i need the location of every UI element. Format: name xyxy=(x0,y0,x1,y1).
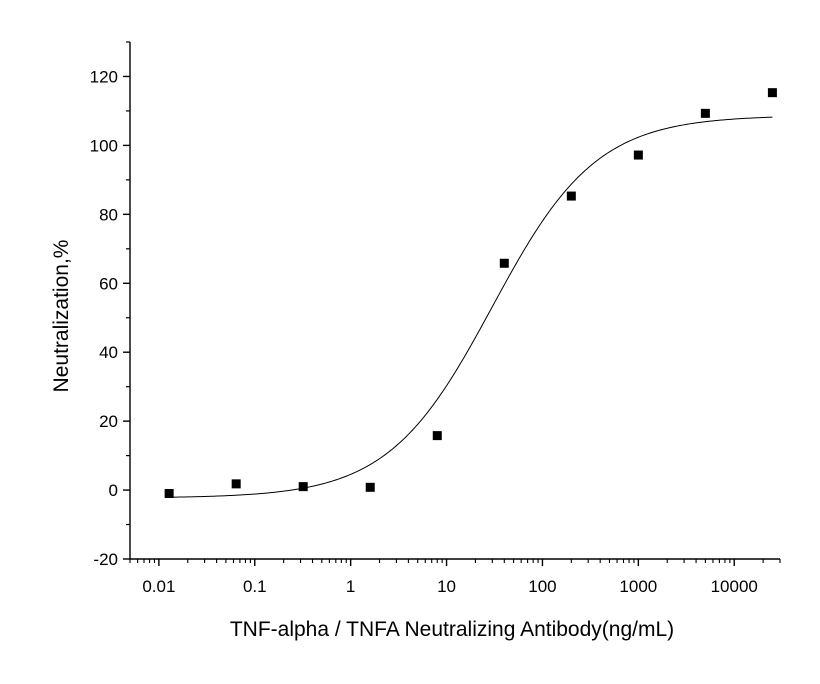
x-tick-label: 10 xyxy=(437,577,456,596)
data-point xyxy=(164,489,174,499)
data-point xyxy=(767,88,777,98)
y-tick-label: 20 xyxy=(99,412,118,431)
y-tick-label: 100 xyxy=(90,136,118,155)
x-tick-labels: 0.01 0.1 1 10 100 1000 10000 xyxy=(142,577,758,596)
x-tick-label: 0.1 xyxy=(243,577,267,596)
y-tick-label: 40 xyxy=(99,343,118,362)
data-points-layer xyxy=(164,88,777,499)
data-point xyxy=(298,482,308,492)
data-point xyxy=(633,150,643,160)
y-tick-label: 80 xyxy=(99,205,118,224)
data-point xyxy=(566,191,576,201)
x-tick-label: 1000 xyxy=(619,577,657,596)
x-tick-label: 1 xyxy=(346,577,355,596)
fit-curve-line xyxy=(169,116,773,498)
y-tick-label: 60 xyxy=(99,274,118,293)
data-point xyxy=(700,108,710,118)
data-point xyxy=(365,482,375,492)
x-axis-title: TNF-alpha / TNFA Neutralizing Antibody(n… xyxy=(230,618,674,641)
y-tick-labels: -20 0 20 40 60 80 100 120 xyxy=(90,67,118,569)
data-point xyxy=(432,431,442,441)
y-axis-title: Neutralization,% xyxy=(50,240,73,393)
y-tick-label: -20 xyxy=(93,550,118,569)
fit-curve-layer xyxy=(169,116,773,498)
y-tick-label: 120 xyxy=(90,67,118,86)
x-tick-label: 10000 xyxy=(711,577,758,596)
data-point xyxy=(231,479,241,489)
x-tick-label: 0.01 xyxy=(142,577,175,596)
y-tick-label: 0 xyxy=(109,481,118,500)
axes xyxy=(123,41,781,566)
data-point xyxy=(499,258,509,268)
x-tick-label: 100 xyxy=(528,577,556,596)
